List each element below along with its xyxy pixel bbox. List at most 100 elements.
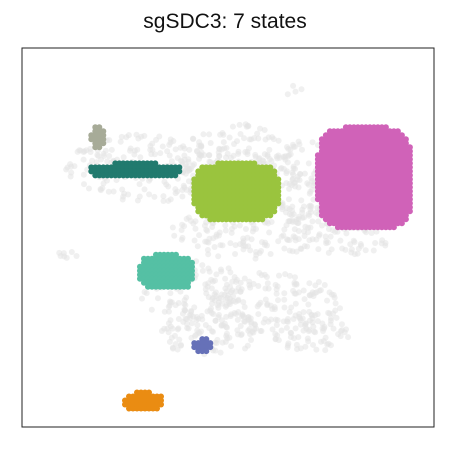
background-cell-point (248, 236, 255, 243)
state-point (172, 172, 179, 179)
background-cell-point (231, 223, 238, 230)
background-cell-point (332, 300, 339, 307)
background-cell-point (245, 327, 252, 334)
state-point (96, 144, 103, 151)
background-cell-point (294, 159, 301, 166)
background-cell-point (105, 188, 112, 195)
background-cell-point (275, 137, 282, 144)
background-cell-point (216, 146, 223, 153)
background-cell-point (230, 152, 237, 159)
background-cell-point (278, 233, 285, 240)
background-cell-point (212, 347, 219, 354)
background-cell-point (296, 170, 303, 177)
background-cell-point (194, 243, 201, 250)
background-cell-point (205, 280, 212, 287)
background-cell-point (193, 316, 200, 323)
background-cell-point (218, 317, 225, 324)
background-cell-point (213, 271, 220, 278)
background-cell-point (165, 329, 172, 336)
background-cell-point (189, 135, 196, 142)
background-cell-point (315, 279, 322, 286)
background-cell-point (179, 158, 186, 165)
background-cell-point (213, 292, 220, 299)
background-cell-point (345, 334, 352, 341)
background-cell-point (261, 241, 268, 248)
background-cell-point (289, 218, 296, 225)
background-cell-point (248, 320, 255, 327)
state-point (406, 208, 413, 215)
background-cell-point (202, 286, 209, 293)
background-cell-point (171, 232, 178, 239)
background-cell-point (278, 327, 285, 334)
background-cell-point (161, 325, 168, 332)
background-cell-point (285, 153, 292, 160)
background-cell-point (211, 339, 218, 346)
background-cell-point (276, 272, 283, 279)
background-cell-point (211, 277, 218, 284)
state-point (275, 200, 282, 207)
background-cell-point (315, 246, 322, 253)
background-cell-point (177, 144, 184, 151)
background-cell-point (215, 253, 222, 260)
background-cell-point (257, 328, 264, 335)
background-cell-point (271, 304, 278, 311)
background-cell-point (179, 310, 186, 317)
background-cell-point (181, 297, 188, 304)
background-cell-point (209, 300, 216, 307)
background-cell-point (146, 177, 153, 184)
background-cell-point (178, 342, 185, 349)
background-cell-point (135, 135, 142, 142)
background-cell-point (159, 143, 166, 150)
background-cell-point (296, 141, 303, 148)
background-cell-point (175, 300, 182, 307)
background-cell-point (226, 334, 233, 341)
background-cell-point (336, 305, 343, 312)
background-cell-point (302, 343, 309, 350)
background-cell-point (236, 121, 243, 128)
background-cell-point (67, 161, 74, 168)
background-cell-point (275, 337, 282, 344)
background-cell-point (272, 316, 279, 323)
background-cell-point (219, 242, 226, 249)
background-cell-point (294, 176, 301, 183)
background-cell-point (172, 341, 179, 348)
background-cell-point (370, 247, 377, 254)
background-cell-point (266, 229, 273, 236)
background-cell-point (234, 331, 241, 338)
background-cell-point (222, 154, 229, 161)
background-cell-point (141, 288, 148, 295)
background-cell-point (325, 226, 332, 233)
state-point (259, 216, 266, 223)
background-cell-point (246, 278, 253, 285)
background-cell-point (215, 232, 222, 239)
background-cell-point (207, 159, 214, 166)
background-cell-point (267, 250, 274, 257)
background-cell-point (174, 188, 181, 195)
background-cell-point (136, 181, 143, 188)
background-cell-point (242, 226, 249, 233)
background-cell-point (251, 135, 258, 142)
background-cell-point (301, 170, 308, 177)
background-cell-point (304, 180, 311, 187)
background-cell-point (263, 218, 270, 225)
background-cell-point (151, 193, 158, 200)
background-cell-point (301, 243, 308, 250)
background-cell-point (291, 274, 298, 281)
background-cell-point (252, 248, 259, 255)
state-point (271, 208, 278, 215)
background-cell-point (292, 325, 299, 332)
background-cell-point (304, 335, 311, 342)
background-cell-point (291, 290, 298, 297)
background-cell-point (176, 336, 183, 343)
background-cell-point (226, 134, 233, 141)
background-cell-point (194, 322, 201, 329)
background-cell-point (237, 279, 244, 286)
background-cell-point (240, 235, 247, 242)
background-cell-point (217, 349, 224, 356)
background-cell-point (179, 234, 186, 241)
background-cell-point (141, 186, 148, 193)
state-point (398, 220, 405, 227)
background-cell-point (223, 288, 230, 295)
background-cell-point (286, 237, 293, 244)
background-cell-point (299, 146, 306, 153)
